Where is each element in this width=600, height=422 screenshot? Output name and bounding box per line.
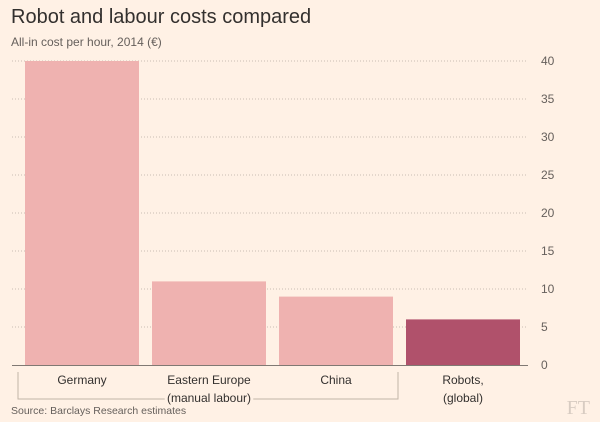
y-tick-label: 15 <box>541 244 555 258</box>
bar-robots-global <box>406 319 520 365</box>
x-category-label: Germany <box>57 373 106 387</box>
bar-china <box>279 296 393 365</box>
y-tick-label: 40 <box>541 54 555 68</box>
x-category-label: (manual labour) <box>167 391 251 405</box>
y-tick-label: 30 <box>541 130 555 144</box>
bar-germany <box>25 61 139 365</box>
y-tick-label: 20 <box>541 206 555 220</box>
y-tick-label: 5 <box>541 320 548 334</box>
x-category-label: Robots, <box>442 373 483 387</box>
x-category-label: Eastern Europe <box>167 373 251 387</box>
y-tick-label: 0 <box>541 358 548 372</box>
x-category-label: (global) <box>443 391 483 405</box>
chart-subtitle: All-in cost per hour, 2014 (€) <box>11 35 162 49</box>
y-tick-label: 25 <box>541 168 555 182</box>
labour-group-bracket <box>17 372 399 400</box>
bar-eastern-europe-manual-labour <box>152 281 266 365</box>
source-note: Source: Barclays Research estimates <box>11 405 187 417</box>
y-tick-label: 35 <box>541 92 555 106</box>
ft-logo: FT <box>566 397 590 419</box>
x-category-label: China <box>320 373 352 387</box>
y-tick-label: 10 <box>541 282 555 296</box>
chart-title: Robot and labour costs compared <box>11 6 312 28</box>
